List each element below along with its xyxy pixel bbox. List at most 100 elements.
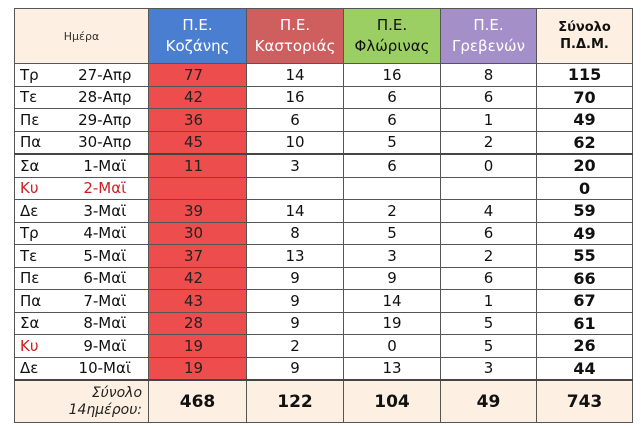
date: 8-Μαϊ	[61, 311, 150, 335]
header-row: Ημέρα Π.Ε. Κοζάνης Π.Ε. Καστοριάς Π.Ε. Φλώρ…	[13, 8, 634, 64]
florina-cell: 0	[343, 334, 442, 358]
kozani-cell: 39	[148, 199, 248, 223]
header-kozani-line2: Κοζάνης	[165, 37, 230, 55]
kozani-cell: 30	[148, 221, 248, 245]
table-row: Τρ 4-Μαϊ 30 8 5 6 49	[14, 221, 634, 245]
kozani-cell	[148, 176, 248, 200]
day-name: Τρ	[14, 221, 62, 245]
total-cell: 49	[536, 221, 634, 245]
table-row: Σα 1-Μαϊ 11 3 6 0 20	[14, 153, 634, 178]
total-cell: 61	[536, 311, 634, 335]
summary-kastoria: 122	[246, 379, 345, 423]
header-total-line1: Σύνολο	[558, 20, 611, 35]
florina-cell	[343, 176, 442, 200]
summary-kozani: 468	[148, 379, 248, 423]
date: 10-Μαϊ	[61, 356, 150, 381]
day-name: Πα	[14, 130, 62, 155]
kozani-cell: 19	[148, 356, 248, 381]
header-grevena-line2: Γρεβενών	[452, 37, 526, 55]
grevena-cell: 3	[440, 356, 538, 381]
kastoria-cell: 6	[246, 108, 345, 132]
kastoria-cell: 14	[246, 63, 345, 87]
kastoria-cell: 13	[246, 244, 345, 268]
table-row: Κυ 2-Μαϊ 0	[14, 176, 634, 200]
summary-total: 743	[536, 379, 634, 423]
summary-row: Σύνολο 14ημέρου: 468 122 104 49 743	[13, 379, 634, 423]
florina-cell: 5	[343, 221, 442, 245]
florina-cell: 16	[343, 63, 442, 87]
grevena-cell: 2	[440, 130, 538, 155]
kastoria-cell: 9	[246, 356, 345, 381]
kozani-cell: 28	[148, 311, 248, 335]
kastoria-cell: 14	[246, 199, 345, 223]
table-row: Πα 7-Μαϊ 43 9 14 1 67	[14, 289, 634, 313]
florina-cell: 9	[343, 266, 442, 290]
date: 1-Μαϊ	[61, 153, 150, 178]
total-cell: 67	[536, 289, 634, 313]
table-row: Δε 10-Μαϊ 19 9 13 3 44	[14, 356, 634, 381]
header-kozani: Π.Ε. Κοζάνης	[148, 8, 248, 64]
florina-cell: 6	[343, 153, 442, 178]
grevena-cell: 4	[440, 199, 538, 223]
total-cell: 49	[536, 108, 634, 132]
total-cell: 62	[536, 130, 634, 155]
date: 28-Απρ	[61, 85, 150, 109]
total-cell: 20	[536, 153, 634, 178]
day-name: Πα	[14, 289, 62, 313]
grevena-cell: 8	[440, 63, 538, 87]
summary-label-line1: Σύνολο	[91, 384, 143, 401]
header-total-line2: Π.Δ.Μ.	[560, 37, 609, 52]
florina-cell: 2	[343, 199, 442, 223]
table-row: Τρ 27-Απρ 77 14 16 8 115	[14, 63, 634, 87]
header-kastoria: Π.Ε. Καστοριάς	[246, 8, 345, 64]
date: 9-Μαϊ	[61, 334, 150, 358]
day-name: Τε	[14, 244, 62, 268]
kastoria-cell: 3	[246, 153, 345, 178]
kastoria-cell: 9	[246, 266, 345, 290]
day-name: Δε	[14, 199, 62, 223]
date: 2-Μαϊ	[61, 176, 150, 200]
header-kastoria-line2: Καστοριάς	[254, 37, 336, 55]
total-cell: 70	[536, 85, 634, 109]
total-cell: 0	[536, 176, 634, 200]
grevena-cell: 6	[440, 221, 538, 245]
grevena-cell: 6	[440, 85, 538, 109]
cases-table: Ημέρα Π.Ε. Κοζάνης Π.Ε. Καστοριάς Π.Ε. Φλώρ…	[13, 8, 634, 423]
grevena-cell: 0	[440, 153, 538, 178]
florina-cell: 5	[343, 130, 442, 155]
florina-cell: 6	[343, 108, 442, 132]
grevena-cell: 5	[440, 311, 538, 335]
florina-cell: 19	[343, 311, 442, 335]
total-cell: 66	[536, 266, 634, 290]
header-grevena: Π.Ε. Γρεβενών	[440, 8, 538, 64]
date: 27-Απρ	[61, 63, 150, 87]
kastoria-cell	[246, 176, 345, 200]
summary-label: Σύνολο 14ημέρου:	[13, 379, 150, 423]
day-name: Κυ	[14, 176, 62, 200]
date: 6-Μαϊ	[61, 266, 150, 290]
grevena-cell: 5	[440, 334, 538, 358]
table-row: Τε 28-Απρ 42 16 6 6 70	[14, 85, 634, 109]
florina-cell: 13	[343, 356, 442, 381]
header-kastoria-line1: Π.Ε.	[279, 16, 311, 34]
header-florina-line2: Φλώρινας	[354, 37, 430, 55]
table-row: Τε 5-Μαϊ 37 13 3 2 55	[14, 244, 634, 268]
day-name: Δε	[14, 356, 62, 381]
table-row: Σα 8-Μαϊ 28 9 19 5 61	[14, 311, 634, 335]
kozani-cell: 43	[148, 289, 248, 313]
kozani-cell: 11	[148, 153, 248, 178]
grevena-cell: 2	[440, 244, 538, 268]
grevena-cell	[440, 176, 538, 200]
date: 7-Μαϊ	[61, 289, 150, 313]
header-grevena-line1: Π.Ε.	[473, 16, 504, 34]
kozani-cell: 42	[148, 266, 248, 290]
grevena-cell: 1	[440, 108, 538, 132]
header-florina: Π.Ε. Φλώρινας	[343, 8, 442, 64]
grevena-cell: 6	[440, 266, 538, 290]
day-name: Τρ	[14, 63, 62, 87]
summary-grevena: 49	[440, 379, 538, 423]
total-cell: 59	[536, 199, 634, 223]
header-kozani-line1: Π.Ε.	[182, 16, 213, 34]
date: 4-Μαϊ	[61, 221, 150, 245]
grevena-cell: 1	[440, 289, 538, 313]
